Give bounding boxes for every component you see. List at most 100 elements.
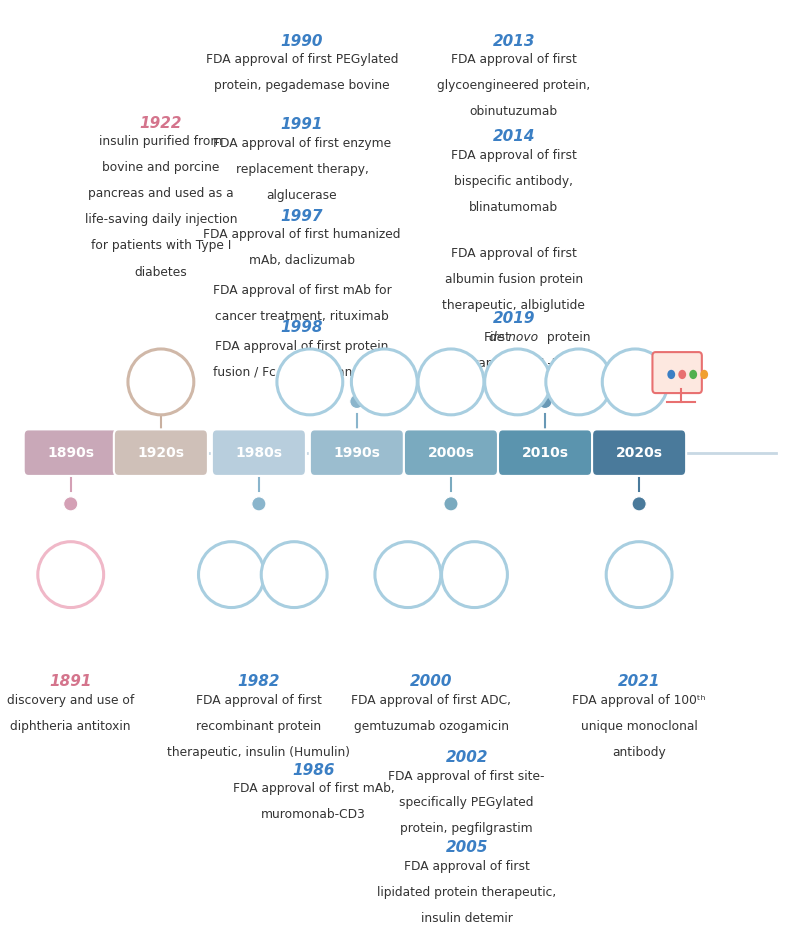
Text: 1980s: 1980s <box>235 446 282 460</box>
Text: 1986: 1986 <box>293 763 335 777</box>
Text: muromonab-CD3: muromonab-CD3 <box>262 808 366 822</box>
Text: 1920s: 1920s <box>138 446 184 460</box>
Text: bispecific antibody,: bispecific antibody, <box>454 175 573 188</box>
Ellipse shape <box>485 349 550 415</box>
Text: FDA approval of first protein: FDA approval of first protein <box>215 340 389 353</box>
Ellipse shape <box>351 349 418 415</box>
FancyBboxPatch shape <box>653 352 702 393</box>
Text: bovine and porcine: bovine and porcine <box>102 162 219 174</box>
Text: 2000: 2000 <box>410 674 453 689</box>
Ellipse shape <box>252 497 266 511</box>
Text: FDA approval of first: FDA approval of first <box>450 149 577 162</box>
Text: 1982: 1982 <box>238 674 280 689</box>
Text: unique monoclonal: unique monoclonal <box>581 720 698 732</box>
FancyBboxPatch shape <box>24 429 118 476</box>
FancyBboxPatch shape <box>114 429 208 476</box>
Text: life-saving daily injection: life-saving daily injection <box>85 214 237 226</box>
Text: therapeutic, insulin (Humulin): therapeutic, insulin (Humulin) <box>167 746 350 759</box>
Text: pancreas and used as a: pancreas and used as a <box>88 187 234 200</box>
Text: for patients with Type I: for patients with Type I <box>90 239 231 253</box>
Text: FDA approval of first ADC,: FDA approval of first ADC, <box>351 694 511 707</box>
Text: diabetes: diabetes <box>134 266 187 278</box>
Ellipse shape <box>444 497 458 511</box>
Text: 1891: 1891 <box>50 674 92 689</box>
Text: de novo: de novo <box>489 331 538 344</box>
Text: blinatumomab: blinatumomab <box>469 201 558 215</box>
Text: diphtheria antitoxin: diphtheria antitoxin <box>10 720 131 732</box>
Text: 1991: 1991 <box>281 118 323 132</box>
FancyBboxPatch shape <box>404 429 498 476</box>
Text: cancer treatment, rituximab: cancer treatment, rituximab <box>215 311 389 323</box>
Text: lipidated protein therapeutic,: lipidated protein therapeutic, <box>377 885 556 899</box>
Text: 1997: 1997 <box>281 209 323 223</box>
Text: glycoengineered protein,: glycoengineered protein, <box>437 80 590 92</box>
Text: alglucerase: alglucerase <box>266 189 338 202</box>
Text: FDA approval of first enzyme: FDA approval of first enzyme <box>213 137 391 150</box>
Text: FDA approval of first: FDA approval of first <box>404 860 530 872</box>
Ellipse shape <box>277 349 342 415</box>
Ellipse shape <box>375 542 441 608</box>
Ellipse shape <box>262 542 327 608</box>
Text: 1990: 1990 <box>281 33 323 48</box>
Text: FDA approval of first: FDA approval of first <box>450 247 577 260</box>
Text: fusion / Fc fusion, etanercept: fusion / Fc fusion, etanercept <box>213 366 391 379</box>
FancyBboxPatch shape <box>212 429 306 476</box>
Text: 1990s: 1990s <box>334 446 380 460</box>
Text: 2013: 2013 <box>493 33 535 48</box>
Ellipse shape <box>198 542 264 608</box>
Text: 2002: 2002 <box>446 750 488 766</box>
Text: FDA approval of first PEGylated: FDA approval of first PEGylated <box>206 53 398 67</box>
Ellipse shape <box>538 394 552 408</box>
Text: 2010s: 2010s <box>522 446 569 460</box>
Text: 2014: 2014 <box>493 129 535 144</box>
Circle shape <box>700 370 708 379</box>
Text: protein, pegfilgrastim: protein, pegfilgrastim <box>400 823 533 835</box>
Ellipse shape <box>606 542 672 608</box>
Text: gemtuzumab ozogamicin: gemtuzumab ozogamicin <box>354 720 509 732</box>
Ellipse shape <box>546 349 612 415</box>
FancyBboxPatch shape <box>592 429 686 476</box>
Text: obinutuzumab: obinutuzumab <box>470 105 558 119</box>
Text: recombinant protein: recombinant protein <box>196 720 322 732</box>
Ellipse shape <box>418 349 484 415</box>
Ellipse shape <box>154 394 168 408</box>
Text: protein: protein <box>543 331 590 344</box>
Text: albumin fusion protein: albumin fusion protein <box>445 273 582 286</box>
Text: therapeutic, albiglutide: therapeutic, albiglutide <box>442 299 585 312</box>
Text: FDA approval of first: FDA approval of first <box>450 53 577 67</box>
Text: therapeutic, NL-201: therapeutic, NL-201 <box>453 357 574 370</box>
Text: 1998: 1998 <box>281 320 323 335</box>
Text: protein, pegademase bovine: protein, pegademase bovine <box>214 80 390 92</box>
Ellipse shape <box>128 349 194 415</box>
Text: 2020s: 2020s <box>616 446 662 460</box>
Text: First: First <box>484 331 514 344</box>
FancyBboxPatch shape <box>310 429 404 476</box>
Ellipse shape <box>64 497 78 511</box>
Ellipse shape <box>632 497 646 511</box>
Text: 1890s: 1890s <box>47 446 94 460</box>
Text: FDA approval of first mAb,: FDA approval of first mAb, <box>233 782 394 795</box>
Text: 1922: 1922 <box>140 116 182 130</box>
Text: 2021: 2021 <box>618 674 660 689</box>
Text: 2019: 2019 <box>493 311 535 326</box>
Ellipse shape <box>442 542 507 608</box>
Text: antibody: antibody <box>612 746 666 759</box>
Text: 2000s: 2000s <box>427 446 474 460</box>
Text: specifically PEGylated: specifically PEGylated <box>399 796 534 809</box>
Text: discovery and use of: discovery and use of <box>7 694 134 707</box>
Ellipse shape <box>38 542 104 608</box>
FancyBboxPatch shape <box>498 429 592 476</box>
Text: FDA approval of first site-: FDA approval of first site- <box>388 770 545 783</box>
Circle shape <box>678 370 686 379</box>
Circle shape <box>690 370 697 379</box>
Text: FDA approval of 100ᵗʰ: FDA approval of 100ᵗʰ <box>572 694 706 707</box>
Ellipse shape <box>602 349 668 415</box>
Text: 2005: 2005 <box>446 840 488 855</box>
Ellipse shape <box>350 394 364 408</box>
Text: replacement therapy,: replacement therapy, <box>235 163 369 176</box>
Text: FDA approval of first mAb for: FDA approval of first mAb for <box>213 284 391 297</box>
Text: mAb, daclizumab: mAb, daclizumab <box>249 255 355 267</box>
Circle shape <box>667 370 675 379</box>
Text: insulin purified from: insulin purified from <box>99 135 222 148</box>
Text: FDA approval of first humanized: FDA approval of first humanized <box>203 228 401 241</box>
